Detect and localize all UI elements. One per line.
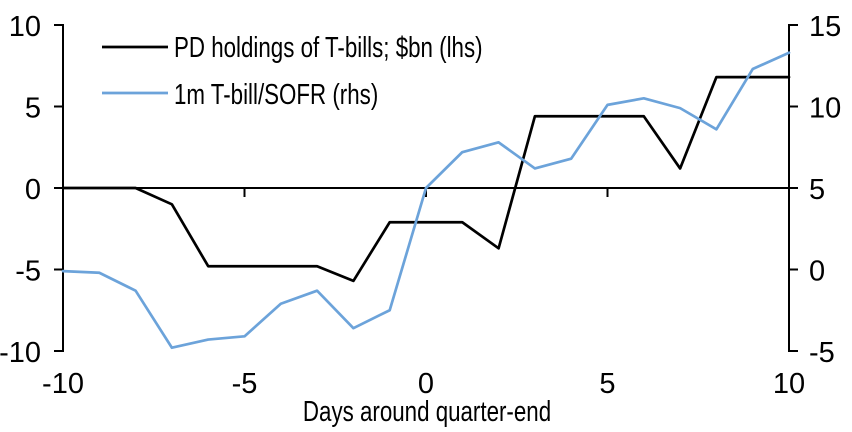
left-axis-tick-label: -5 xyxy=(15,256,41,288)
left-axis-tick-label: -10 xyxy=(0,337,41,369)
x-axis-title: Days around quarter-end xyxy=(303,396,551,427)
legend-label-pd-holdings: PD holdings of T-bills; $bn (lhs) xyxy=(174,32,483,63)
plot-area: 10 5 0 -5 -10 15 10 5 0 -5 -10 -5 0 5 10 xyxy=(0,11,841,400)
right-axis-tick-label: 10 xyxy=(809,93,841,125)
right-axis-tick-label: 5 xyxy=(809,174,825,206)
x-axis-tick-label: 5 xyxy=(599,368,615,400)
series-line-pd-holdings xyxy=(61,75,791,283)
x-axis-tick-label: -10 xyxy=(42,368,84,400)
series-line-tbill-sofr xyxy=(61,51,791,350)
right-axis-tick-label: 15 xyxy=(809,11,841,43)
x-axis-tick-label: -5 xyxy=(232,368,258,400)
x-axis-tick-label: 0 xyxy=(418,368,434,400)
legend: PD holdings of T-bills; $bn (lhs) 1m T-b… xyxy=(102,32,483,111)
x-axis-tick-label: 10 xyxy=(773,368,805,400)
left-axis-tick-label: 5 xyxy=(25,93,41,125)
left-axis-tick-label: 10 xyxy=(9,11,41,43)
legend-label-tbill-sofr: 1m T-bill/SOFR (rhs) xyxy=(174,79,378,110)
left-axis-tick-label: 0 xyxy=(25,174,41,206)
right-axis-tick-label: -5 xyxy=(809,337,835,369)
right-axis-tick-label: 0 xyxy=(809,256,825,288)
